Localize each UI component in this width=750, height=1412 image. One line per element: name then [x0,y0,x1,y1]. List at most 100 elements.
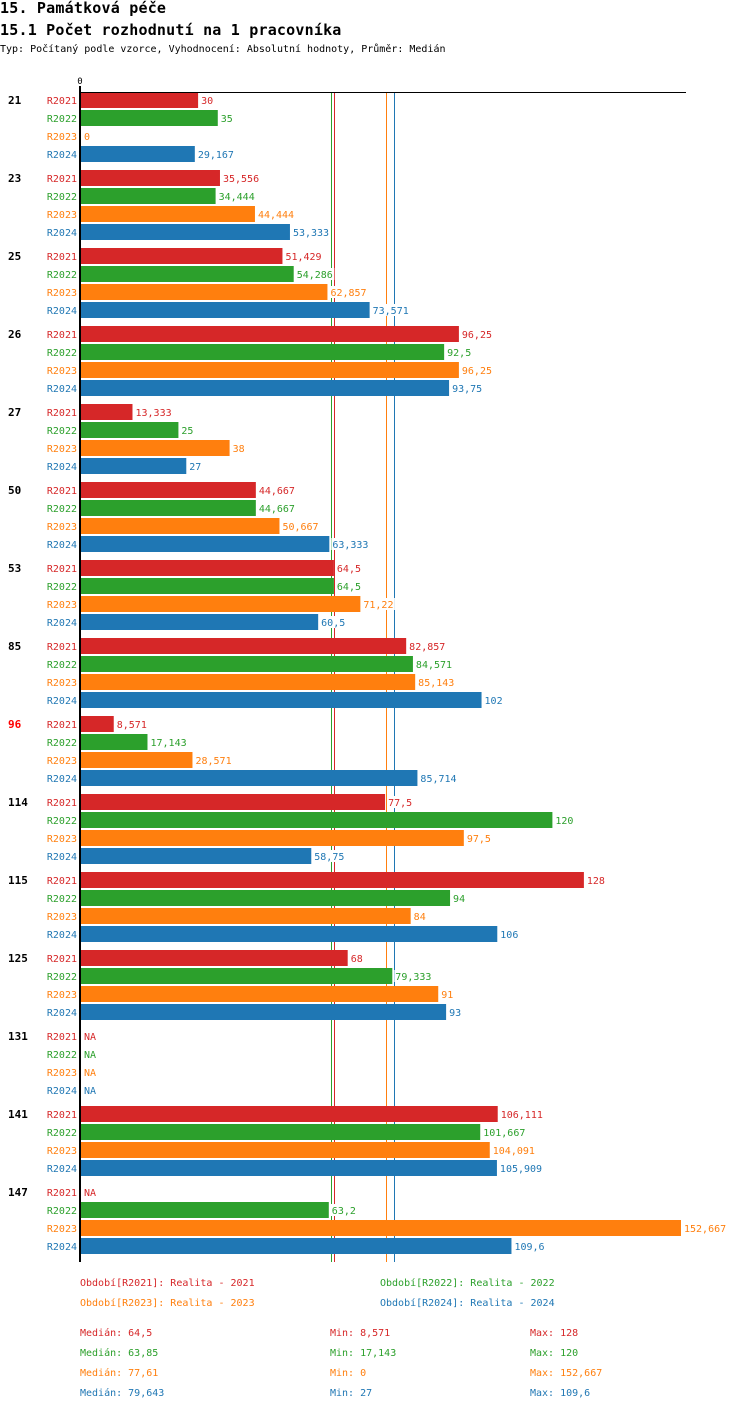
series-row-label: R2024 [47,696,77,707]
bar-R2021-50 [80,482,256,498]
value-label: 64,5 [337,582,361,593]
category-label: 27 [8,406,21,419]
series-row-label: R2023 [47,210,77,221]
category-label: 147 [8,1186,28,1199]
series-row-label: R2024 [47,150,77,161]
stat-min: Min: 17,143 [330,1348,397,1359]
value-label: 152,667 [684,1224,726,1235]
value-label-bg [149,736,189,748]
bar-R2022-96 [80,734,148,750]
page-title: 15. Památková péče [0,0,167,17]
value-label-bg [460,328,494,340]
category-label: 26 [8,328,22,341]
series-row-label: R2024 [47,462,77,473]
bar-R2022-27 [80,422,179,438]
value-label: 106,111 [501,1110,543,1121]
series-row-label: R2021 [47,486,77,497]
value-label: 44,444 [258,210,294,221]
bar-R2022-125 [80,968,393,984]
value-label-bg [134,406,174,418]
bar-R2024-114 [80,848,312,864]
series-row-label: R2022 [47,660,77,671]
value-label: 97,5 [467,834,491,845]
series-row-label: R2023 [47,678,77,689]
series-row-label: R2021 [47,564,77,575]
value-label: 62,857 [330,288,366,299]
stat-median: Medián: 77,61 [80,1368,159,1379]
series-row-label: R2021 [47,408,77,419]
value-label-bg [349,952,364,964]
series-row-label: R2023 [47,522,77,533]
bar-R2024-147 [80,1238,512,1254]
value-label: 101,667 [483,1128,525,1139]
value-label: 58,75 [314,852,344,863]
value-label: 104,091 [493,1146,535,1157]
category-label: 23 [8,172,21,185]
bar-R2023-23 [80,206,255,222]
value-label: 120 [555,816,573,827]
bar-R2021-21 [80,92,199,108]
value-label-bg [217,190,257,202]
value-label: 106 [500,930,518,941]
bar-R2022-50 [80,500,256,516]
value-label-bg [498,1162,544,1174]
labels: 21 R2021 30 R2022 35 R2023 0 R2024 29,167 23 R2021… [8,94,728,1253]
value-label-bg [465,832,493,844]
bar-R2023-96 [80,752,193,768]
bar-R2021-53 [80,560,334,576]
value-label-bg [483,694,504,706]
value-label: 77,5 [388,798,412,809]
series-row-label: R2024 [47,306,77,317]
value-label-bg [414,658,454,670]
value-label-bg [281,520,321,532]
value-label: 53,333 [293,228,329,239]
series-row-label: R2021 [47,1032,77,1043]
bar-R2022-26 [80,344,445,360]
bar-R2023-147 [80,1220,681,1236]
x-tick-label: 0 [77,77,82,87]
value-label: 71,22 [363,600,393,611]
value-label: 93 [449,1008,461,1019]
value-label-bg [221,172,261,184]
value-label-bg [83,1030,98,1042]
stat-max: Max: 128 [530,1328,579,1339]
series-row-label: R2023 [47,756,77,767]
value-label-bg [231,442,246,454]
bar-R2023-115 [80,908,411,924]
value-label-bg [115,718,149,730]
value-label-bg [362,598,395,610]
value-label: 63,333 [332,540,368,551]
series-row-label: R2023 [47,990,77,1001]
bar-R2021-115 [80,872,584,888]
value-label: 85,143 [418,678,454,689]
value-label: 29,167 [198,150,234,161]
category-label: 96 [8,718,22,731]
legend-item: Období[R2023]: Realita - 2023 [80,1298,255,1309]
value-label: 35,556 [223,174,259,185]
value-label: 94 [453,894,465,905]
series-row-label: R2023 [47,444,77,455]
legend-item: Období[R2021]: Realita - 2021 [80,1278,255,1289]
value-label: 63,2 [332,1206,356,1217]
series-row-label: R2023 [47,834,77,845]
value-label: 0 [84,132,90,143]
value-label-bg [330,1204,358,1216]
bar-R2021-26 [80,326,459,342]
bar-R2024-125 [80,1004,447,1020]
bar-R2024-85 [80,692,482,708]
bar-R2021-27 [80,404,133,420]
value-label: 54,286 [297,270,333,281]
value-label: 30 [201,96,213,107]
category-label: 115 [8,874,28,887]
value-label-bg [585,874,607,886]
category-label: 131 [8,1030,28,1043]
value-label: 84,571 [416,660,452,671]
value-label-bg [83,1186,98,1198]
stat-max: Max: 109,6 [530,1388,591,1399]
value-label: NA [84,1188,96,1199]
value-label-bg [482,1126,527,1138]
series-row-label: R2022 [47,582,77,593]
value-label-bg [491,1144,537,1156]
bar-R2023-25 [80,284,328,300]
value-label: 38 [233,444,245,455]
